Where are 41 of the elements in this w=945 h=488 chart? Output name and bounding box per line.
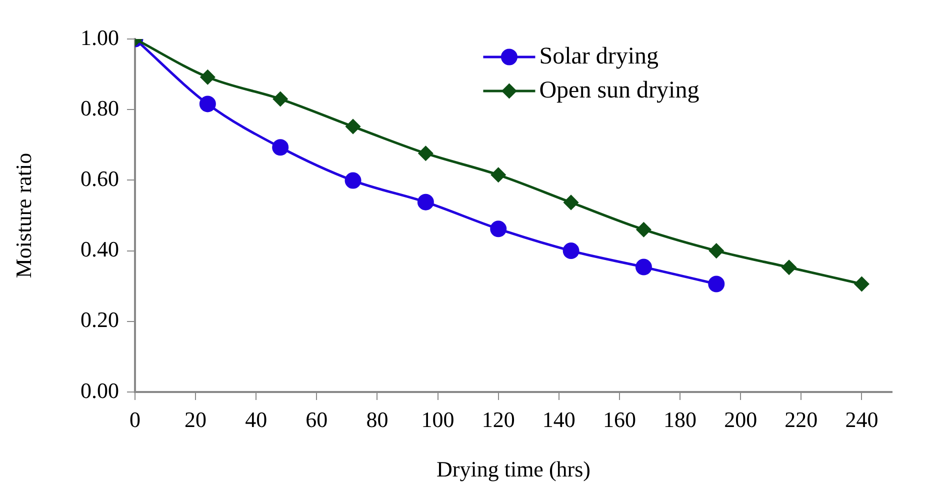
point [344,172,362,189]
point [564,195,578,210]
point [709,244,724,258]
point [782,260,796,275]
legend-label: Solar drying [539,43,659,70]
point [491,168,506,182]
point [273,92,288,106]
x-axis-title: Drying time (hrs) [436,456,590,482]
x-tick-label: 140 [542,406,576,432]
x-tick-label: 100 [421,406,454,432]
point [418,146,433,161]
x-tick-label: 200 [724,406,758,432]
x-tick-label: 120 [482,406,515,432]
point [200,70,215,84]
x-tick-label: 240 [845,406,878,432]
point [346,119,360,134]
point [708,276,725,292]
point [562,242,580,260]
x-tick-label: 20 [184,406,207,432]
x-tick-label: 60 [306,406,328,432]
point [417,194,434,210]
point [854,276,869,292]
point [490,220,507,238]
x-tick-label: 160 [602,406,636,432]
x-tick-label: 0 [130,406,140,432]
x-tick-label: 40 [245,406,268,432]
y-tick-label: 0.40 [80,236,119,262]
x-tick-label: 80 [366,406,388,432]
x-tick-label: 220 [784,406,818,432]
point [272,139,289,156]
x-tick-label: 180 [664,406,697,432]
y-tick-label: 0.80 [80,95,119,120]
y-tick-label: 1.00 [80,24,119,50]
y-tick-label: 0.20 [80,307,119,332]
y-axis-title: Moisture ratio [10,152,36,278]
point [199,96,216,112]
point [635,258,652,276]
point [636,222,651,237]
y-tick-label: 0.00 [80,378,119,403]
legend-label: Open sun drying [539,77,700,104]
y-tick-label: 0.60 [80,166,119,191]
